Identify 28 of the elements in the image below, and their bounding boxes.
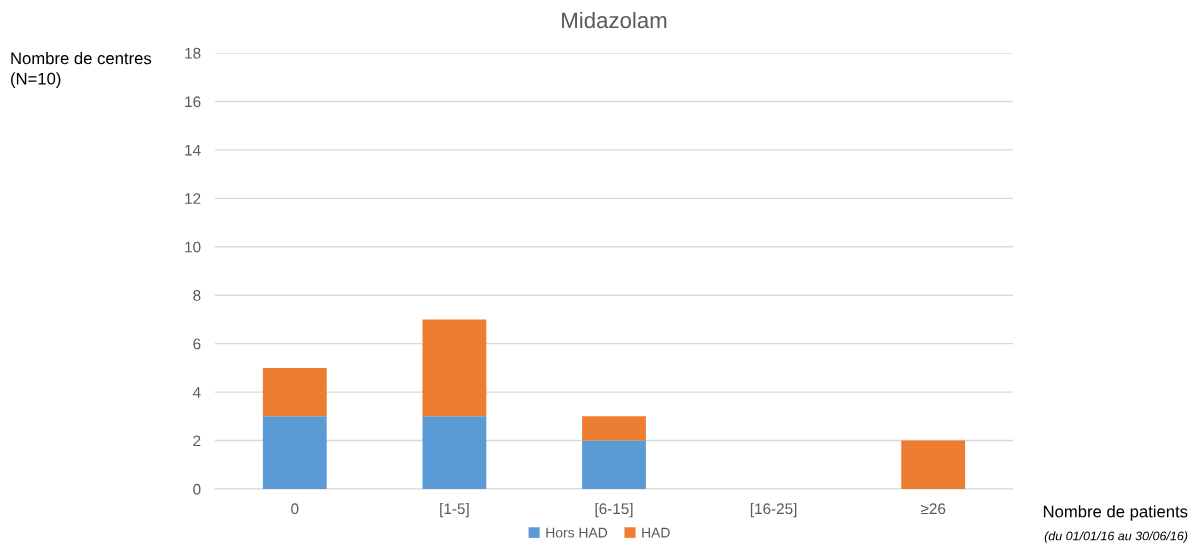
x-tick-label: [16-25]	[750, 502, 797, 518]
x-tick-label: 0	[291, 503, 299, 515]
y-tick-label: 14	[185, 144, 201, 156]
y-tick-label: 16	[185, 96, 201, 108]
y-tick-label: 10	[185, 241, 201, 253]
x-axis-title: Nombre de patients	[1043, 505, 1188, 521]
y-tick-label: 12	[185, 193, 201, 204]
y-tick-label: 18	[185, 47, 201, 59]
x-tick-label: [1-5]	[440, 502, 469, 518]
bar	[582, 416, 646, 441]
y-tick-label: 0	[193, 483, 201, 495]
y-axis-title: Nombre de centres (N=10)	[11, 52, 152, 88]
y-tick-label: 6	[193, 338, 201, 350]
y-tick-label: 8	[193, 290, 201, 301]
bar	[262, 416, 327, 489]
x-tick-label: ≥26	[921, 503, 946, 515]
bar	[422, 319, 487, 417]
bar	[901, 440, 966, 489]
legend-label: Hors HAD	[546, 527, 608, 538]
chart-title: Midazolam	[562, 11, 667, 29]
bar	[582, 440, 646, 489]
bar	[422, 416, 487, 489]
legend-label: HAD	[642, 527, 670, 538]
y-tick-label: 2	[193, 435, 201, 447]
x-tick-label: [6-15]	[595, 502, 633, 518]
y-tick-label: 4	[192, 387, 201, 398]
bar	[262, 367, 327, 417]
text: (du 01/01/16 au 30/06/16)	[1044, 531, 1188, 543]
